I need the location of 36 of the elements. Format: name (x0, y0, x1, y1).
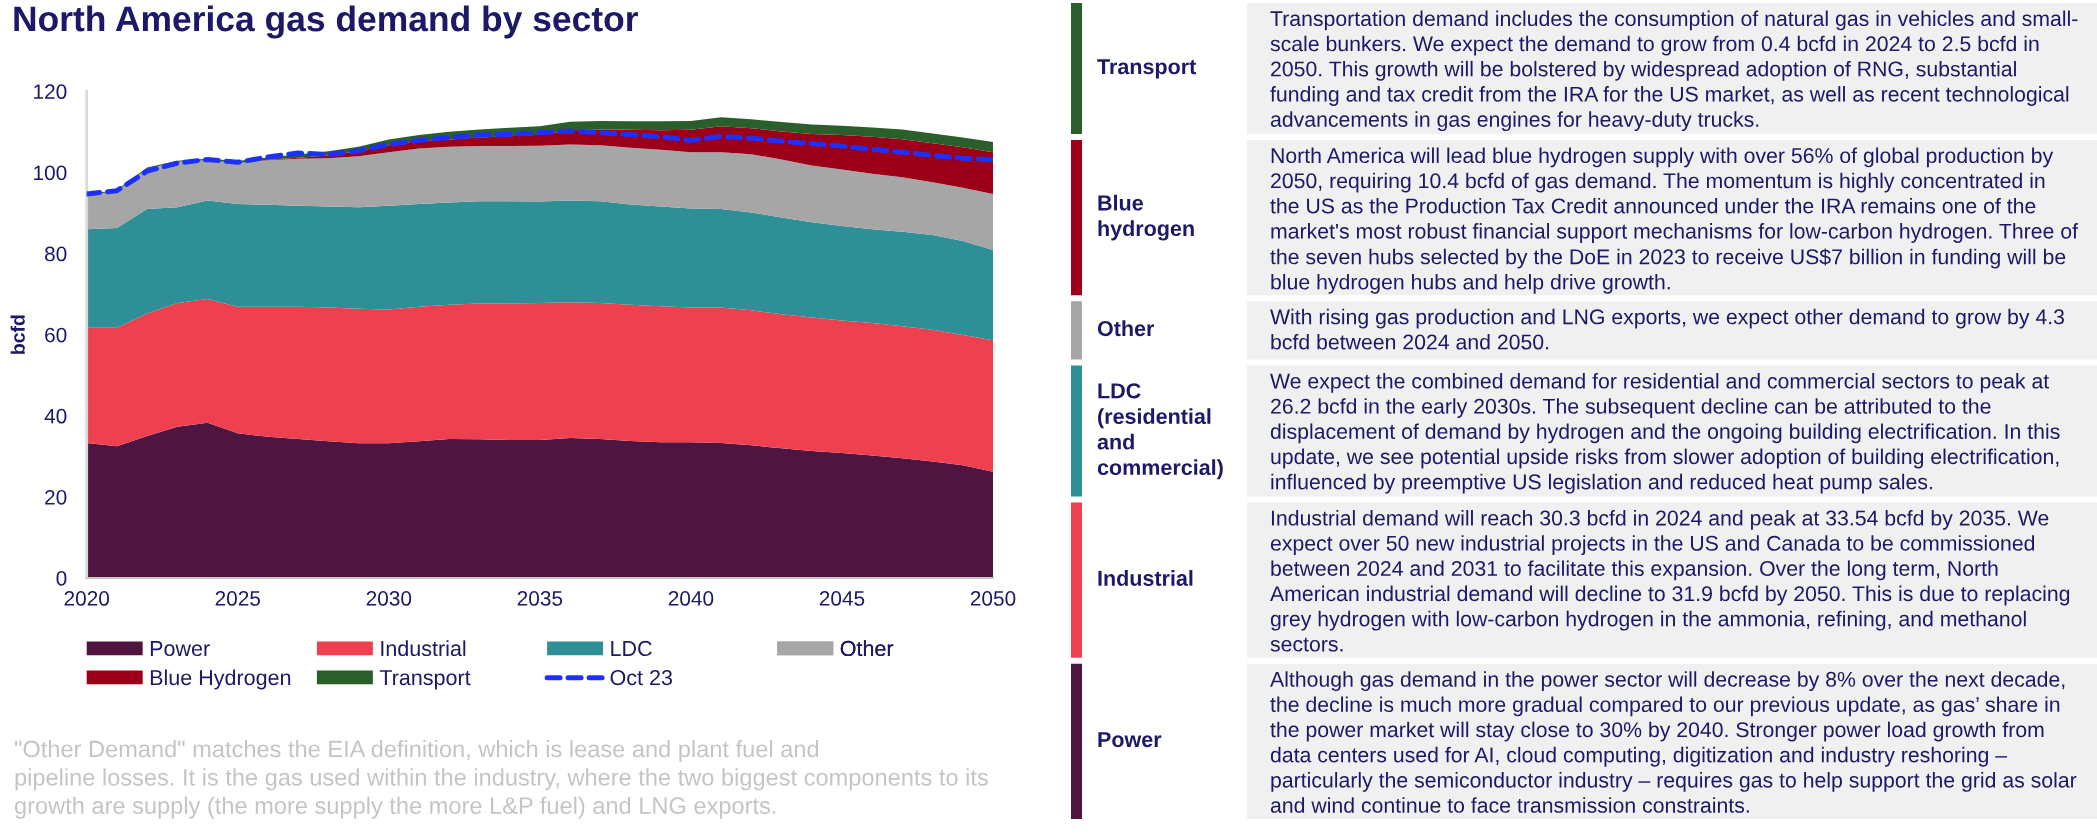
category-label: Industrial (1098, 570, 1193, 586)
y-tick-label: 100 (34, 165, 67, 181)
category-label: Blue hydrogen (1098, 194, 1194, 241)
legend-label: LDC (611, 640, 652, 657)
legend-label: Oct 23 (610, 669, 672, 686)
chart-title: North America gas demand by sector (14, 5, 638, 39)
x-tick-label: 2035 (517, 591, 563, 606)
category-label: Power (1098, 732, 1162, 748)
y-tick-label: 20 (45, 489, 67, 505)
text: Transportation demand includes the consumption of natural gas in vehicles and small- scale bunkers. We expect the demand to grow from 0.4 bcfd in 2024 to 2.5 bcfd in 2050. This growth will be bolstered by widespread adoption of RNG, substantial funding and tax credit from the IRA for the US market, as well as recent technological advancements in gas engines for heavy-duty trucks. (1270, 10, 2078, 132)
y-axis-title: bcfd (10, 315, 25, 354)
category-label: LDC (residential and commercial) (1097, 383, 1223, 480)
x-tick-label: 2030 (366, 591, 412, 606)
legend-label: Power (150, 641, 210, 657)
legend-label: Blue Hydrogen (150, 669, 291, 690)
y-tick-label: 60 (45, 327, 67, 343)
y-tick-label: 80 (44, 246, 67, 262)
y-tick-label: 120 (34, 84, 67, 100)
text: Industrial demand will reach 30.3 bcfd in 2024 and peak at 33.54 bcfd by 2035. We expect over 50 new industrial projects in the US and Canada to be commissioned between 2024 and 2031 to facilitate this expansion. Over the long term, North American industrial demand will decline to 31.9 bcfd by 2050. This is due to replacing grey hydrogen with low-carbon hydrogen in the ammonia, refining, and methanol sectors. (1270, 510, 2070, 652)
text: We expect the combined demand for residential and commercial sectors to peak at 26.2 bcfd in the early 2030s. The subsequent decline can be attributed to the displacement of demand by hydrogen and the ongoing building electrification. In this update, we see potential upside risks from slower adoption of building electrification, influenced by preemptive US legislation and reduced heat pump sales. (1270, 373, 2060, 494)
text: "Other Demand" matches the EIA definition, which is lease and plant fuel and pipeline losses. It is the gas used within the industry, where the two biggest components to its growth are supply (the more supply the more L&P fuel) and LNG exports. (14, 740, 988, 819)
text: With rising gas production and LNG exports, we expect other demand to grow by 4.3 bcfd between 2024 and 2050. (1270, 308, 2064, 350)
x-tick-label: 2020 (64, 591, 110, 606)
x-tick-label: 2045 (819, 591, 865, 606)
y-tick-label: 40 (44, 408, 67, 424)
y-tick-label: 0 (56, 571, 67, 586)
legend-label: Industrial (381, 640, 466, 657)
category-label: Transport (1097, 59, 1197, 79)
x-tick-label: 2025 (215, 591, 261, 606)
legend-label: Other (840, 640, 894, 657)
text: Although gas demand in the power sector will decrease by 8% over the next decade, the decline is much more gradual compared to our previous update, as gas’ share in the power market will stay close to 30% by 2040. Stronger power load growth from data centers used for AI, cloud computing, digitization and industry reshoring – particularly the semiconductor industry – requires gas to help support the grid as solar and wind continue to face transmission constraints. (1270, 671, 2077, 813)
x-tick-label: 2040 (668, 591, 714, 606)
x-tick-label: 2050 (970, 591, 1016, 606)
text: North America will lead blue hydrogen supply with over 56% of global production by 2050, requiring 10.4 bcfd of gas demand. The momentum is highly concentrated in the US as the Production Tax Credit announced under the IRA remains one of the market's most robust financial support mechanisms for low-carbon hydrogen. Three of the seven hubs selected by the DoE in 2023 to receive US$7 billion in funding will be blue hydrogen hubs and help drive growth. (1270, 147, 2079, 294)
category-label: Other (1097, 320, 1155, 337)
legend-label: Transport (379, 670, 471, 690)
